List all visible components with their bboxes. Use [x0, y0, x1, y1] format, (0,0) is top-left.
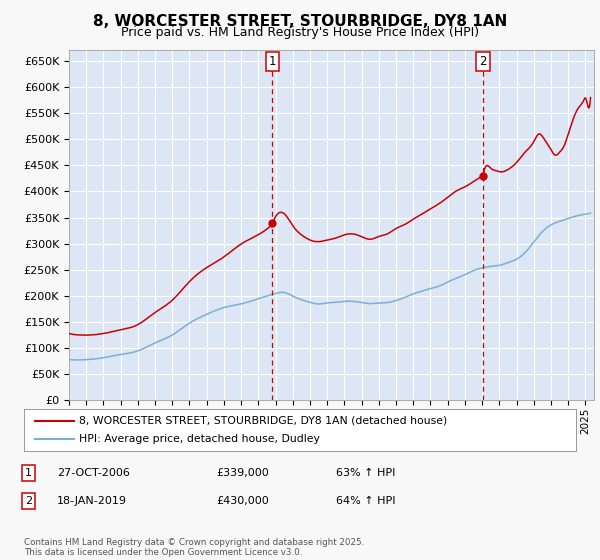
Text: 8, WORCESTER STREET, STOURBRIDGE, DY8 1AN: 8, WORCESTER STREET, STOURBRIDGE, DY8 1A… [93, 14, 507, 29]
Text: 1: 1 [25, 468, 32, 478]
Text: Price paid vs. HM Land Registry's House Price Index (HPI): Price paid vs. HM Land Registry's House … [121, 26, 479, 39]
Text: £339,000: £339,000 [216, 468, 269, 478]
Text: HPI: Average price, detached house, Dudley: HPI: Average price, detached house, Dudl… [79, 434, 320, 444]
Text: 2: 2 [479, 55, 487, 68]
Text: £430,000: £430,000 [216, 496, 269, 506]
Text: 63% ↑ HPI: 63% ↑ HPI [336, 468, 395, 478]
Text: 8, WORCESTER STREET, STOURBRIDGE, DY8 1AN (detached house): 8, WORCESTER STREET, STOURBRIDGE, DY8 1A… [79, 416, 448, 426]
Text: Contains HM Land Registry data © Crown copyright and database right 2025.
This d: Contains HM Land Registry data © Crown c… [24, 538, 364, 557]
Text: 18-JAN-2019: 18-JAN-2019 [57, 496, 127, 506]
Text: 2: 2 [25, 496, 32, 506]
Text: 1: 1 [269, 55, 276, 68]
Text: 27-OCT-2006: 27-OCT-2006 [57, 468, 130, 478]
Text: 64% ↑ HPI: 64% ↑ HPI [336, 496, 395, 506]
